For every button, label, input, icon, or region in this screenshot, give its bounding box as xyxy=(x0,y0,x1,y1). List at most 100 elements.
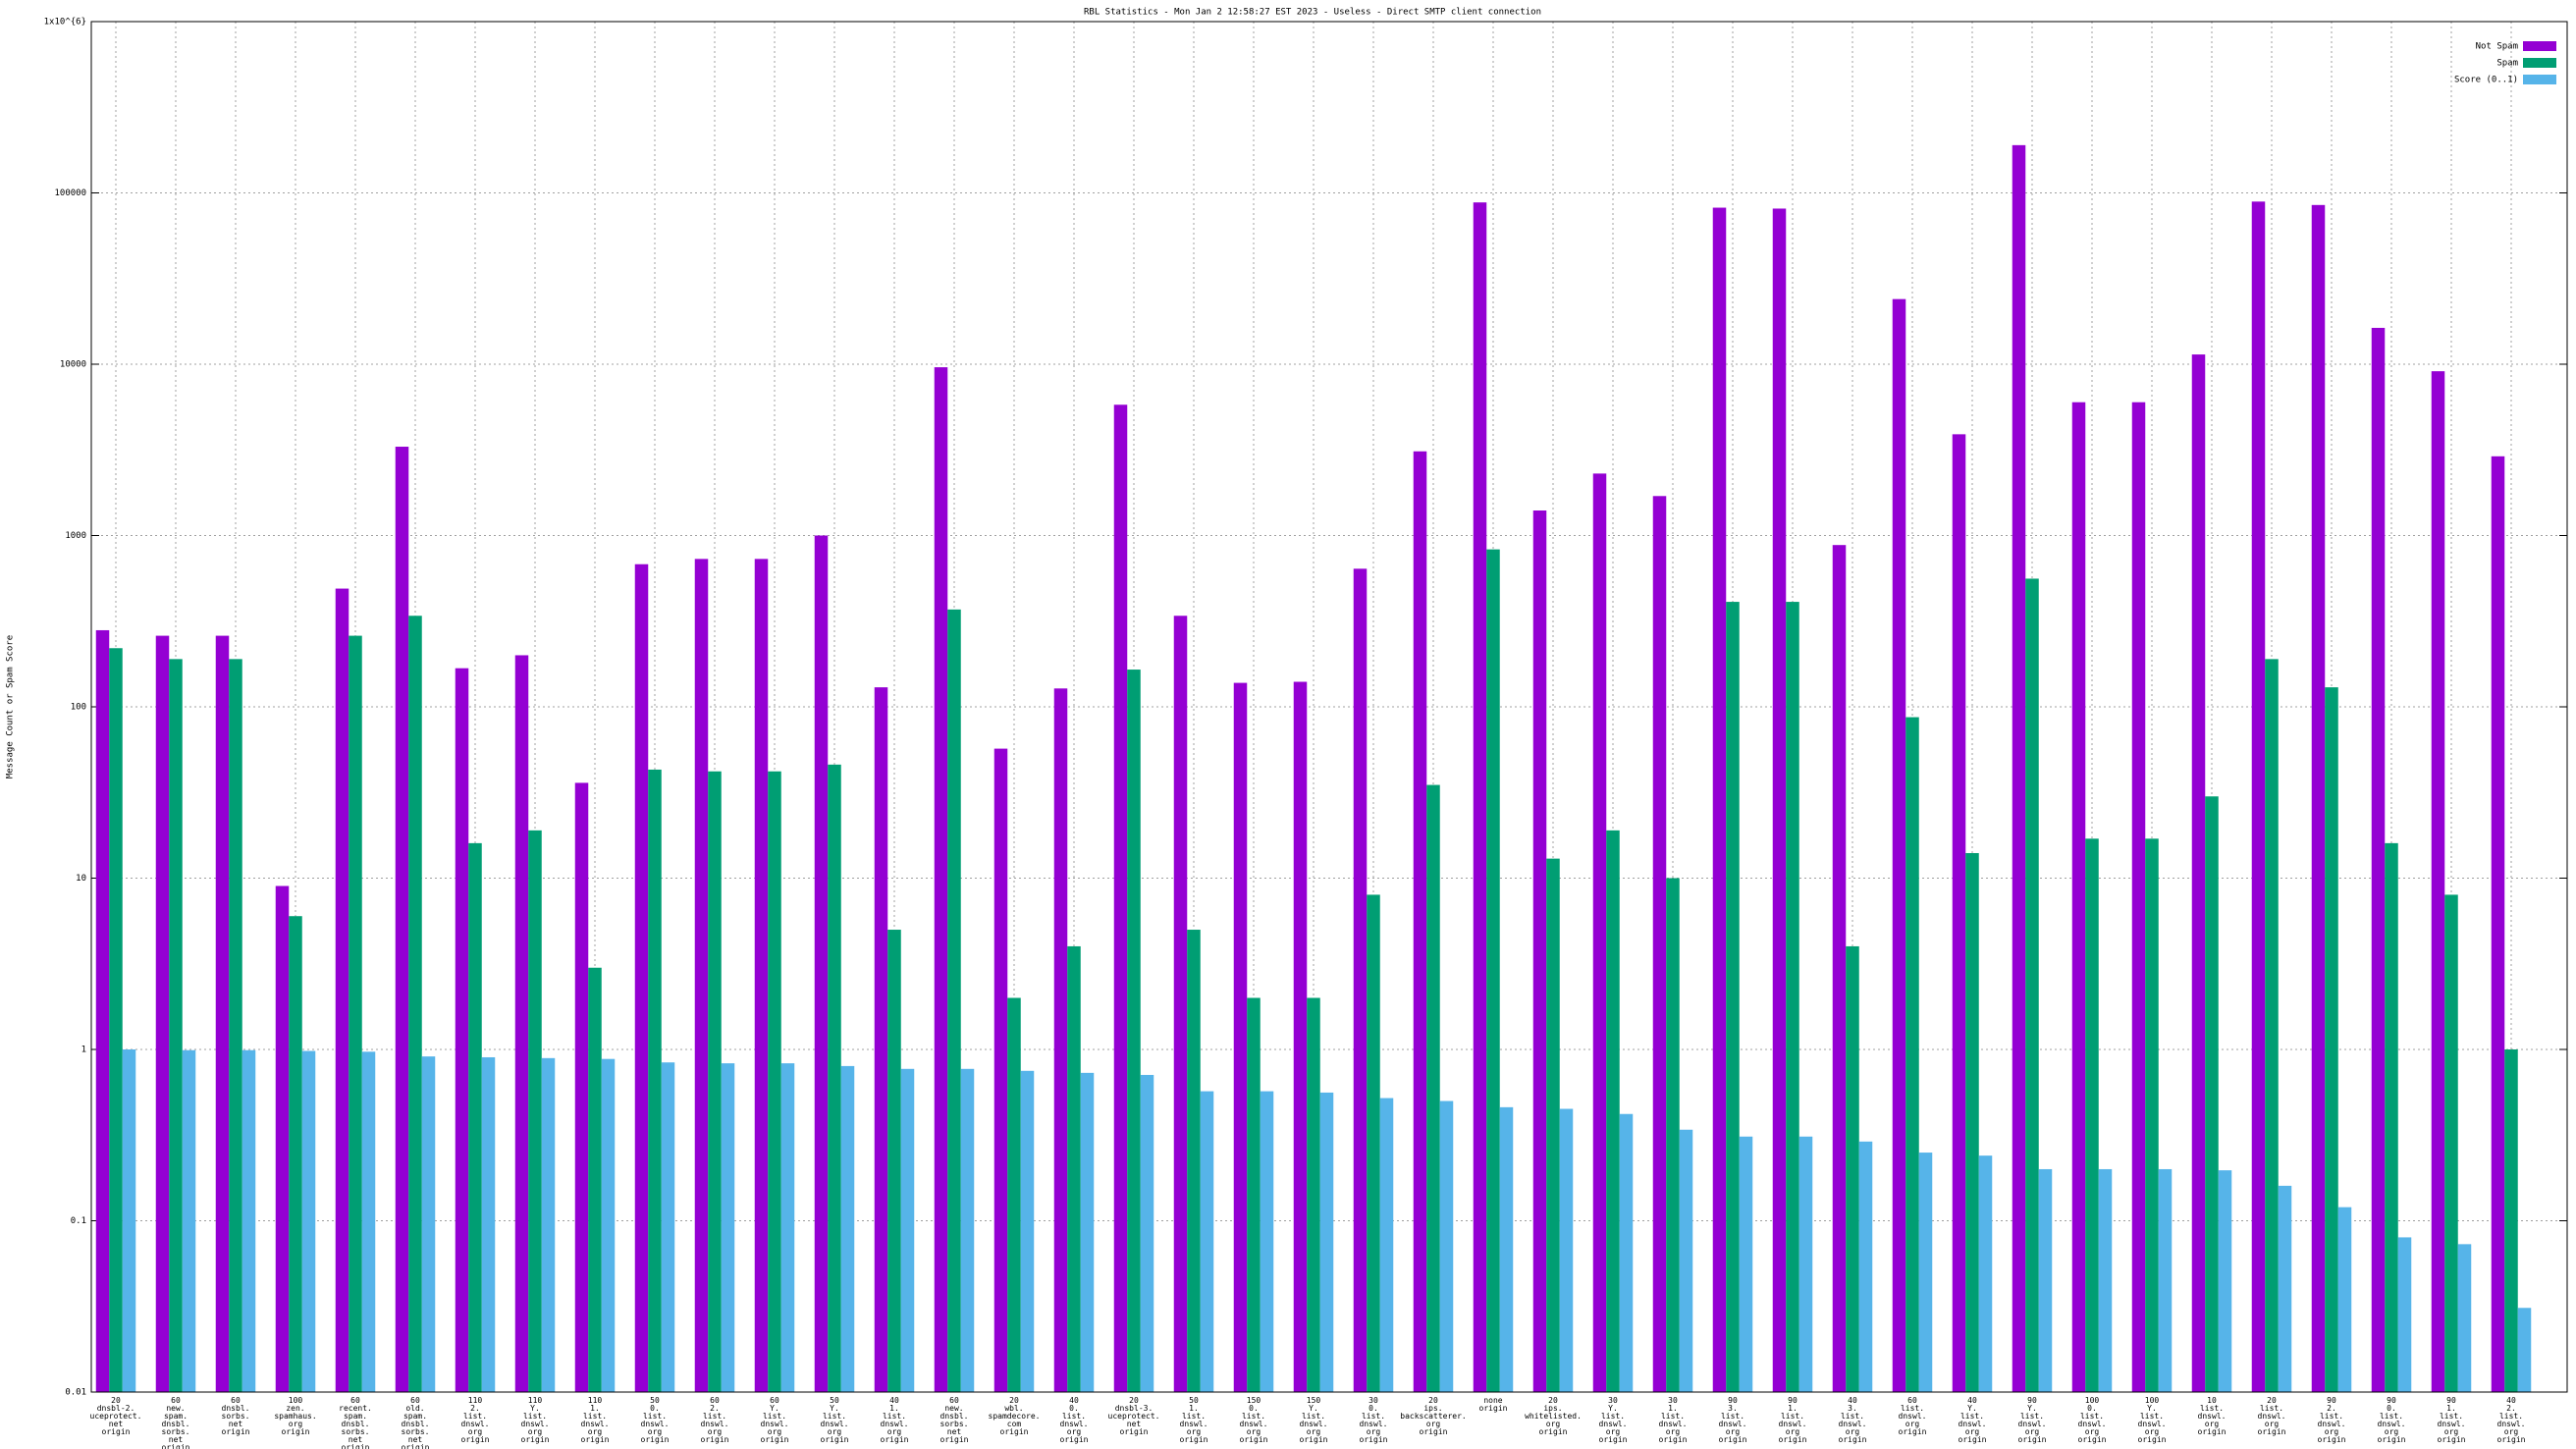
bar xyxy=(2158,1168,2173,1392)
bar xyxy=(934,367,948,1393)
y-tick-label: 10000 xyxy=(60,360,86,370)
x-tick-label: 10 list. dnswl. org origin xyxy=(2198,1396,2227,1436)
legend-label: Score (0..1) xyxy=(2454,76,2518,85)
bar xyxy=(574,782,589,1392)
bar xyxy=(289,916,302,1392)
x-tick-label: 60 2. list. dnswl. org origin xyxy=(701,1396,729,1444)
bar xyxy=(2517,1308,2532,1392)
x-tick-label: 20 list. dnswl. org origin xyxy=(2258,1396,2286,1436)
bar xyxy=(361,1051,376,1392)
bar xyxy=(408,616,422,1392)
bar xyxy=(887,930,901,1392)
bar xyxy=(2444,894,2458,1392)
bar xyxy=(1712,207,1727,1392)
x-tick-label: 60 dnsbl. sorbs. net origin xyxy=(222,1396,250,1436)
legend-swatch xyxy=(2523,75,2556,84)
bar xyxy=(349,635,362,1392)
y-tick-label: 100 xyxy=(71,703,86,713)
bar xyxy=(541,1057,556,1392)
bar xyxy=(754,559,769,1392)
bar xyxy=(780,1063,795,1392)
x-tick-label: 40 2. list. dnswl. org origin xyxy=(2497,1396,2526,1444)
x-tick-label: 30 0. list. dnswl. org origin xyxy=(1360,1396,1388,1444)
legend-label: Not Spam xyxy=(2476,42,2518,52)
bar xyxy=(1053,688,1068,1392)
x-tick-label: 150 0. list. dnswl. org origin xyxy=(1240,1396,1268,1444)
bar xyxy=(242,1049,256,1392)
x-tick-label: 20 dnsbl-2. uceprotect. net origin xyxy=(90,1396,142,1436)
x-tick-label: 90 1. list. dnswl. org origin xyxy=(1779,1396,1807,1444)
bar xyxy=(2218,1170,2232,1392)
bar xyxy=(2085,838,2099,1392)
bar xyxy=(1200,1091,1214,1392)
x-tick-label: 40 1. list. dnswl. org origin xyxy=(881,1396,909,1444)
bar xyxy=(395,447,409,1393)
bar xyxy=(2038,1168,2053,1392)
legend-label: Spam xyxy=(2496,59,2518,69)
legend-swatch xyxy=(2523,58,2556,68)
x-tick-label: 40 0. list. dnswl. org origin xyxy=(1060,1396,1089,1444)
bar xyxy=(182,1049,196,1392)
x-tick-label: 90 2. list. dnswl. org origin xyxy=(2318,1396,2346,1444)
bar xyxy=(2491,456,2505,1393)
bar xyxy=(1413,451,1427,1392)
x-tick-label: 60 new. dnsbl. sorbs. net origin xyxy=(940,1396,969,1444)
bar xyxy=(335,588,349,1392)
bar xyxy=(155,635,170,1392)
x-tick-label: 60 list. dnswl. org origin xyxy=(1899,1396,1927,1436)
chart-title: RBL Statistics - Mon Jan 2 12:58:27 EST … xyxy=(1084,8,1541,18)
bar xyxy=(1798,1136,1813,1392)
x-tick-label: 110 2. list. dnswl. org origin xyxy=(461,1396,490,1444)
bar xyxy=(1592,473,1607,1392)
bar xyxy=(1353,568,1368,1392)
x-tick-label: 90 Y. list. dnswl. org origin xyxy=(2018,1396,2047,1444)
bar xyxy=(1679,1129,1693,1392)
bar xyxy=(1739,1136,1753,1392)
y-tick-label: 100000 xyxy=(54,188,86,198)
bar xyxy=(1619,1113,1634,1392)
bar xyxy=(229,659,242,1392)
x-tick-label: 60 old. spam. dnsbl. sorbs. net origin xyxy=(402,1396,430,1449)
bar xyxy=(1020,1070,1035,1392)
bar xyxy=(1127,670,1141,1392)
x-tick-label: 20 dnsbl-3. uceprotect. net origin xyxy=(1108,1396,1160,1436)
bar xyxy=(2012,144,2026,1392)
bar xyxy=(648,769,662,1392)
bar xyxy=(1173,616,1188,1392)
x-tick-label: 20 ips. whitelisted. org origin xyxy=(1525,1396,1582,1436)
y-tick-label: 0.1 xyxy=(71,1216,86,1226)
bar xyxy=(947,609,961,1392)
x-tick-label: 40 Y. list. dnswl. org origin xyxy=(1959,1396,1987,1444)
x-tick-label: 150 Y. list. dnswl. org origin xyxy=(1300,1396,1328,1444)
bar xyxy=(2191,354,2206,1393)
x-tick-label: none origin xyxy=(1479,1396,1508,1413)
bar xyxy=(455,668,469,1392)
bar xyxy=(1439,1100,1454,1392)
bar xyxy=(960,1068,975,1392)
bar xyxy=(1726,602,1740,1392)
x-tick-label: 30 Y. list. dnswl. org origin xyxy=(1599,1396,1628,1444)
x-tick-label: 110 Y. list. dnswl. org origin xyxy=(521,1396,550,1444)
x-tick-label: 100 Y. list. dnswl. org origin xyxy=(2138,1396,2167,1444)
bar xyxy=(1233,682,1248,1392)
bar xyxy=(1786,602,1799,1392)
x-tick-label: 60 Y. list. dnswl. org origin xyxy=(761,1396,789,1444)
bar xyxy=(634,564,649,1392)
bar xyxy=(2251,201,2266,1393)
bar xyxy=(1367,894,1380,1392)
bar xyxy=(768,771,781,1392)
bar xyxy=(1606,830,1620,1392)
bar xyxy=(1772,208,1787,1392)
bar xyxy=(2337,1207,2352,1392)
x-tick-label: 100 0. list. dnswl. org origin xyxy=(2078,1396,2107,1444)
y-axis-label: Message Count or Spam Score xyxy=(6,635,16,778)
bar xyxy=(169,659,183,1392)
legend-swatch xyxy=(2523,41,2556,51)
bar xyxy=(1113,404,1128,1392)
bar xyxy=(1905,717,1919,1392)
bar xyxy=(601,1058,616,1392)
x-tick-label: 50 Y. list. dnswl. org origin xyxy=(821,1396,849,1444)
x-tick-label: 20 wbl. spamdecore. com origin xyxy=(989,1396,1041,1436)
